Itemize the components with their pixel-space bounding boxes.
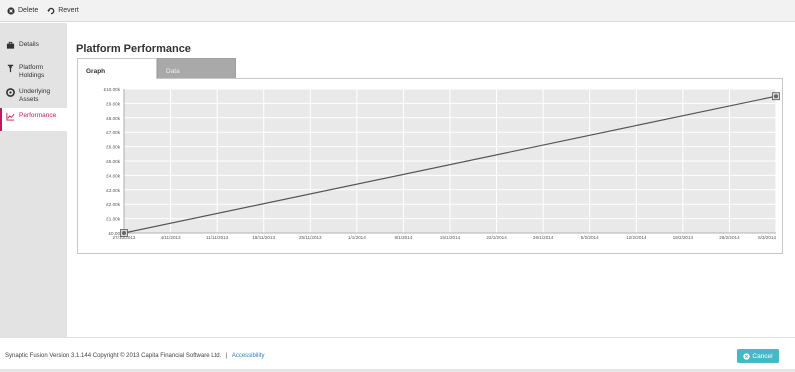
footer-text: Synaptic Fusion Version 3.1.144 Copyrigh… [5,353,265,359]
x-tick-label: 19/2/2014 [673,235,694,240]
sidebar-item-label: Underlying Assets [19,88,51,103]
separator: | [225,353,228,359]
page-title: Platform Performance [76,43,191,55]
sidebar-item-label: Details [19,41,39,48]
cancel-label: Cancel [752,352,773,360]
x-tick-label: 25/11/2013 [299,235,322,240]
x-tick-label: 1/1/2014 [348,235,366,240]
y-tick-label: £10.00k [104,87,121,92]
tab-graph[interactable]: Graph [77,58,157,79]
main-content: Platform Performance Graph Data £0.00 £1.… [67,23,795,337]
tab-data[interactable]: Data [157,58,236,79]
sidebar-item-label: Platform Holdings [19,64,45,79]
x-tick-label: 11/11/2013 [206,235,229,240]
sidebar-item-platform-holdings[interactable]: Platform Holdings [0,60,67,84]
x-tick-label: 26/2/2014 [719,235,740,240]
data-point [774,94,778,99]
sidebar-item-label: Performance [19,112,57,119]
performance-chart: £0.00 £1.00k £2.00k £3.00k £4.00k £5.00k £6.00… [86,81,782,249]
accessibility-link[interactable]: Accessibility [231,353,265,359]
pin-icon [6,64,15,73]
sidebar-item-details[interactable]: Details [0,37,67,60]
sidebar-item-performance[interactable]: Performance [0,108,67,131]
y-tick-label: £1.00k [106,217,120,222]
x-tick-label: 6/3/2014 [758,235,776,240]
x-tick-label: 5/2/2014 [581,235,599,240]
copyright-text: Copyright © 2013 Capita Financial Softwa… [92,353,222,359]
x-tick-label: 8/1/2014 [394,235,412,240]
series-line [123,95,777,234]
briefcase-icon [6,41,15,50]
chart-svg: £0.00 £1.00k £2.00k £3.00k £4.00k £5.00k £6.00… [104,87,780,240]
y-tick-label: £4.00k [106,173,120,178]
toolbar: Delete Revert [0,0,795,22]
y-tick-label: £5.00k [106,159,120,164]
y-tick-label: £9.00k [106,101,120,106]
revert-button[interactable]: Revert [47,7,79,15]
delete-icon [7,6,15,15]
cancel-button[interactable]: Cancel [737,349,779,363]
x-tick-label: 18/11/2013 [252,235,275,240]
delete-button[interactable]: Delete [7,6,39,15]
y-tick-label: £3.00k [106,188,120,193]
tab-bar: Graph Data [77,58,236,79]
x-tick-label: 27/10/2013 [113,235,136,240]
y-tick-label: £7.00k [106,130,120,135]
x-tick-label: 4/11/2013 [161,235,182,240]
data-point [122,231,126,235]
x-tick-label: 15/1/2014 [440,235,461,240]
y-tick-label: £0.00 [109,231,121,236]
sidebar: Details Platform Holdings Underlying Ass… [0,23,67,337]
cancel-icon [743,352,751,360]
delete-label: Delete [18,7,39,14]
revert-label: Revert [58,7,79,14]
x-tick-label: 22/1/2014 [486,235,507,240]
sidebar-item-underlying-assets[interactable]: Underlying Assets [0,84,67,108]
y-tick-label: £2.00k [106,202,120,207]
undo-icon [47,7,55,15]
graph-panel: £0.00 £1.00k £2.00k £3.00k £4.00k £5.00k £6.00… [77,78,783,254]
bottom-border [0,369,795,372]
x-tick-label: 26/1/2014 [533,235,554,240]
y-tick-label: £6.00k [106,145,120,150]
footer: Synaptic Fusion Version 3.1.144 Copyrigh… [0,337,795,372]
y-tick-label: £8.00k [106,116,120,121]
version-text: Synaptic Fusion Version 3.1.144 [5,353,92,359]
circle-icon [6,88,15,97]
x-tick-label: 12/2/2014 [626,235,647,240]
line-chart-icon [6,112,15,121]
